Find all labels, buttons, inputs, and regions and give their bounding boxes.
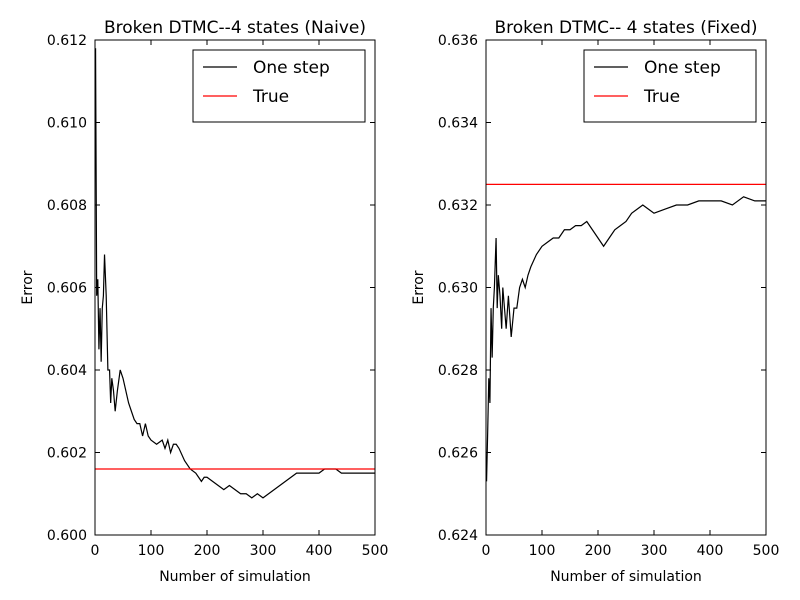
- chart-1-xtick-label: 500: [753, 543, 780, 559]
- chart-1-xtick-label: 0: [482, 543, 491, 559]
- chart-0-ylabel: Error: [20, 270, 36, 304]
- right-chart-panel: 0 100 200 300 400 500 0.624 0.626 0.628 0.630 0.63…: [411, 18, 779, 585]
- chart-1-ytick-label: 0.624: [438, 528, 478, 544]
- chart-1-ylabel: Error: [411, 270, 427, 304]
- chart-0-ytick-label: 0.602: [47, 446, 87, 462]
- chart-0-legend-box: [192, 49, 366, 123]
- chart-1-series-one-step-line: [486, 196, 766, 482]
- chart-1-legend-label-1: True: [643, 87, 680, 107]
- chart-0-series-one-step-line: [95, 48, 375, 499]
- chart-0-xtick-label: 0: [91, 543, 100, 559]
- chart-1-ytick-label: 0.632: [438, 198, 478, 214]
- chart-0-xtick-label: 100: [138, 543, 165, 559]
- chart-0-ytick-label: 0.608: [47, 198, 87, 214]
- chart-0-ytick-label: 0.606: [47, 281, 87, 297]
- chart-0-xtick-label: 500: [362, 543, 389, 559]
- chart-1-ytick-label: 0.634: [438, 116, 478, 132]
- chart-0-xtick-label: 300: [250, 543, 277, 559]
- chart-1-ytick-label: 0.626: [438, 446, 478, 462]
- left-chart-panel: 0 100 200 300 400 500 0.600 0.602 0.604 0.606 0.60…: [20, 18, 388, 585]
- chart-1-xtick-label: 300: [641, 543, 668, 559]
- chart-1-legend: One step True: [583, 49, 757, 123]
- chart-0-ytick-label: 0.600: [47, 528, 87, 544]
- chart-1-xlabel: Number of simulation: [550, 569, 702, 585]
- chart-1-xtick-label: 100: [529, 543, 556, 559]
- chart-0-legend: One step True: [192, 49, 366, 123]
- chart-0-xlabel: Number of simulation: [159, 569, 311, 585]
- chart-1-ytick-label: 0.630: [438, 281, 478, 297]
- chart-1-legend-box: [583, 49, 757, 123]
- chart-0-xtick-label: 400: [306, 543, 333, 559]
- chart-0-ytick-label: 0.604: [47, 363, 87, 379]
- chart-1-ytick-label: 0.636: [438, 33, 478, 49]
- chart-1-legend-label-0: One step: [644, 58, 721, 78]
- chart-0-title: Broken DTMC--4 states (Naive): [104, 18, 366, 38]
- chart-1-xtick-label: 400: [697, 543, 724, 559]
- chart-0-legend-label-1: True: [252, 87, 289, 107]
- chart-0-ytick-label: 0.610: [47, 116, 87, 132]
- chart-0-xtick-label: 200: [194, 543, 221, 559]
- chart-1-ytick-label: 0.628: [438, 363, 478, 379]
- chart-0-ytick-label: 0.612: [47, 33, 87, 49]
- chart-0-legend-label-0: One step: [253, 58, 330, 78]
- chart-1-xtick-label: 200: [585, 543, 612, 559]
- chart-1-title: Broken DTMC-- 4 states (Fixed): [494, 18, 757, 38]
